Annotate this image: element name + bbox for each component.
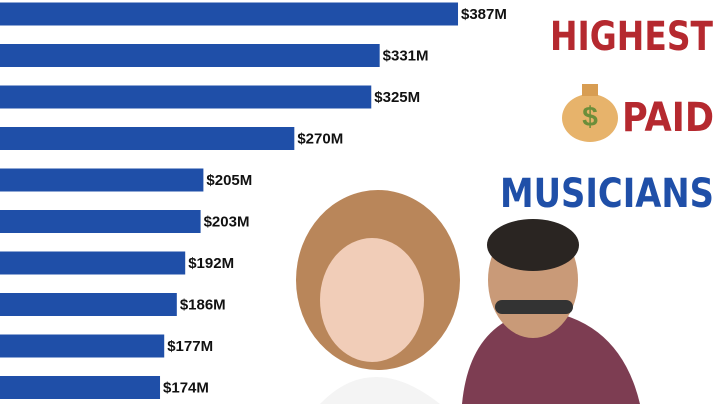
bar <box>0 2 459 26</box>
value-label: $186M <box>180 296 226 313</box>
bar <box>0 85 372 109</box>
value-label: $387M <box>461 6 507 23</box>
value-label: $325M <box>374 89 420 106</box>
photo-left <box>296 190 460 404</box>
value-label: $205M <box>206 172 252 189</box>
bar <box>0 376 161 399</box>
bar <box>0 251 186 275</box>
value-label: $203M <box>204 213 250 230</box>
value-label: $270M <box>297 130 343 147</box>
chart-title: HIGHEST <box>550 14 714 60</box>
bar <box>0 210 201 233</box>
value-label: $331M <box>383 47 429 64</box>
bar <box>0 127 295 150</box>
photo-right <box>462 219 640 404</box>
value-label: $177M <box>167 338 213 355</box>
bar <box>0 334 165 358</box>
chart-title: PAID <box>622 95 714 141</box>
bar <box>0 44 380 67</box>
money-bag-icon: $ <box>562 84 618 142</box>
bar <box>0 293 177 316</box>
svg-text:$: $ <box>582 101 598 132</box>
value-label: $192M <box>188 255 234 272</box>
bar <box>0 168 204 192</box>
value-label: $174M <box>163 379 209 396</box>
chart-title: MUSICIANS <box>500 171 714 217</box>
